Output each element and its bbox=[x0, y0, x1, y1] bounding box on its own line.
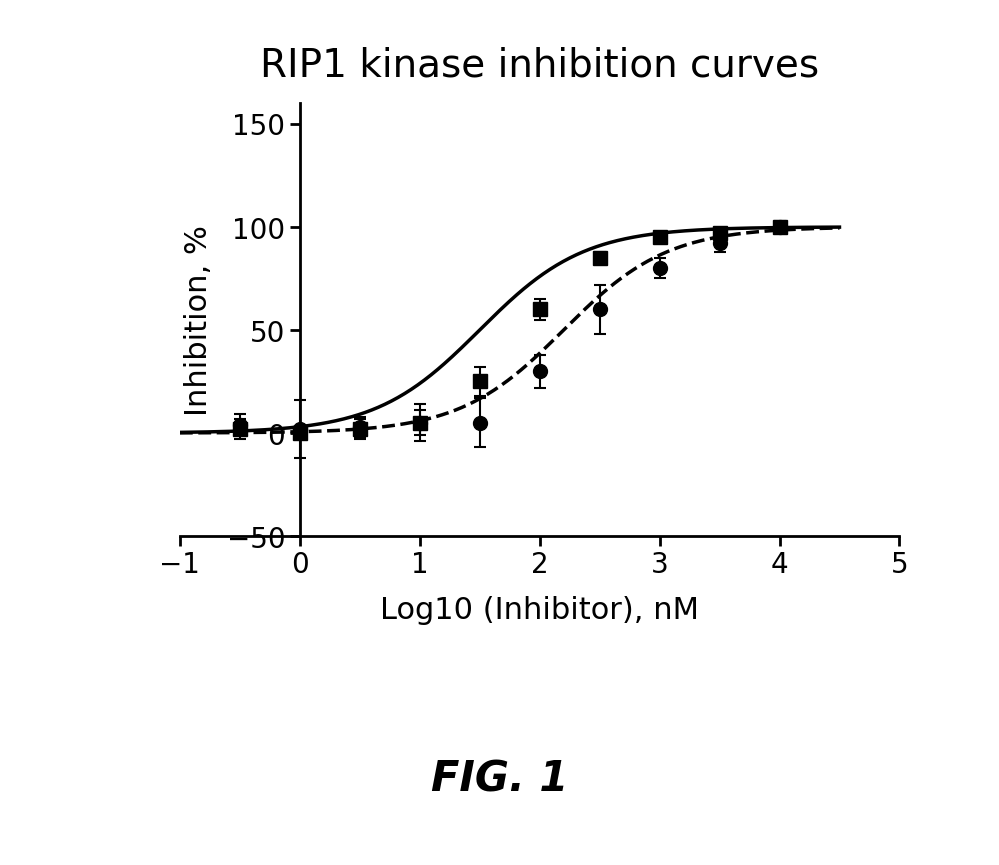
Text: FIG. 1: FIG. 1 bbox=[431, 758, 568, 799]
X-axis label: Log10 (Inhibitor), nM: Log10 (Inhibitor), nM bbox=[380, 595, 699, 625]
Title: RIP1 kinase inhibition curves: RIP1 kinase inhibition curves bbox=[260, 46, 819, 84]
Y-axis label: Inhibition, %: Inhibition, % bbox=[184, 225, 213, 415]
